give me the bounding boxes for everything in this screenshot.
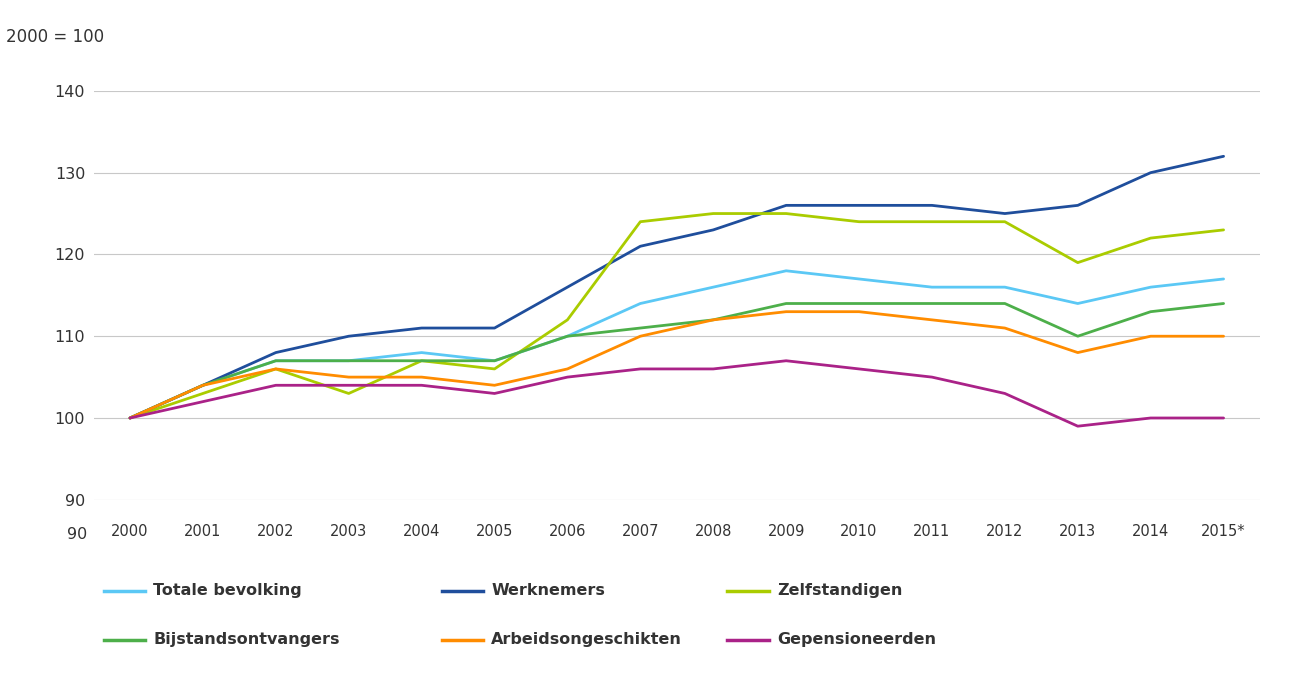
Text: Zelfstandigen: Zelfstandigen (777, 583, 903, 598)
Text: 2000 = 100: 2000 = 100 (6, 28, 105, 46)
Text: 2001: 2001 (184, 524, 222, 539)
Text: Arbeidsongeschikten: Arbeidsongeschikten (491, 632, 682, 647)
Text: 2005: 2005 (475, 524, 513, 539)
Text: 2015*: 2015* (1202, 524, 1246, 539)
Text: 2003: 2003 (330, 524, 368, 539)
Text: 2010: 2010 (840, 524, 878, 539)
Text: 2004: 2004 (403, 524, 440, 539)
Text: Gepensioneerden: Gepensioneerden (777, 632, 935, 647)
Text: 2007: 2007 (622, 524, 659, 539)
Text: 2011: 2011 (913, 524, 951, 539)
Text: 2006: 2006 (548, 524, 586, 539)
Text: Werknemers: Werknemers (491, 583, 605, 598)
Text: 2014: 2014 (1131, 524, 1169, 539)
Text: 2002: 2002 (257, 524, 295, 539)
Text: 2008: 2008 (695, 524, 731, 539)
Text: Totale bevolking: Totale bevolking (153, 583, 303, 598)
Text: Bijstandsontvangers: Bijstandsontvangers (153, 632, 340, 647)
Text: 2009: 2009 (768, 524, 805, 539)
Text: 2000: 2000 (112, 524, 148, 539)
Text: 2012: 2012 (986, 524, 1024, 539)
Text: 2013: 2013 (1059, 524, 1096, 539)
Text: 90: 90 (66, 527, 87, 542)
